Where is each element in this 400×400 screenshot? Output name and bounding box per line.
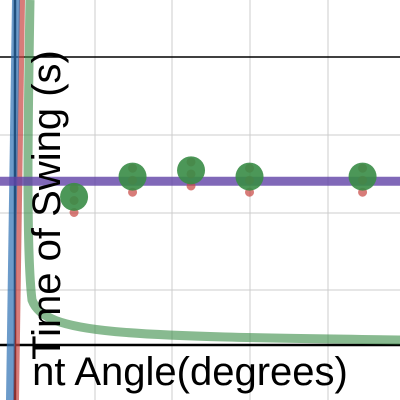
y-axis-label: Time of Swing (s) [25, 50, 69, 360]
fit-curve [23, 0, 400, 345]
point [177, 156, 206, 185]
point [348, 162, 377, 191]
x-axis-label: nt Angle(degrees) [32, 350, 348, 394]
point [60, 182, 89, 211]
plot [0, 150, 400, 217]
fit-curve [13, 0, 25, 400]
point [118, 162, 147, 191]
point [235, 162, 264, 191]
